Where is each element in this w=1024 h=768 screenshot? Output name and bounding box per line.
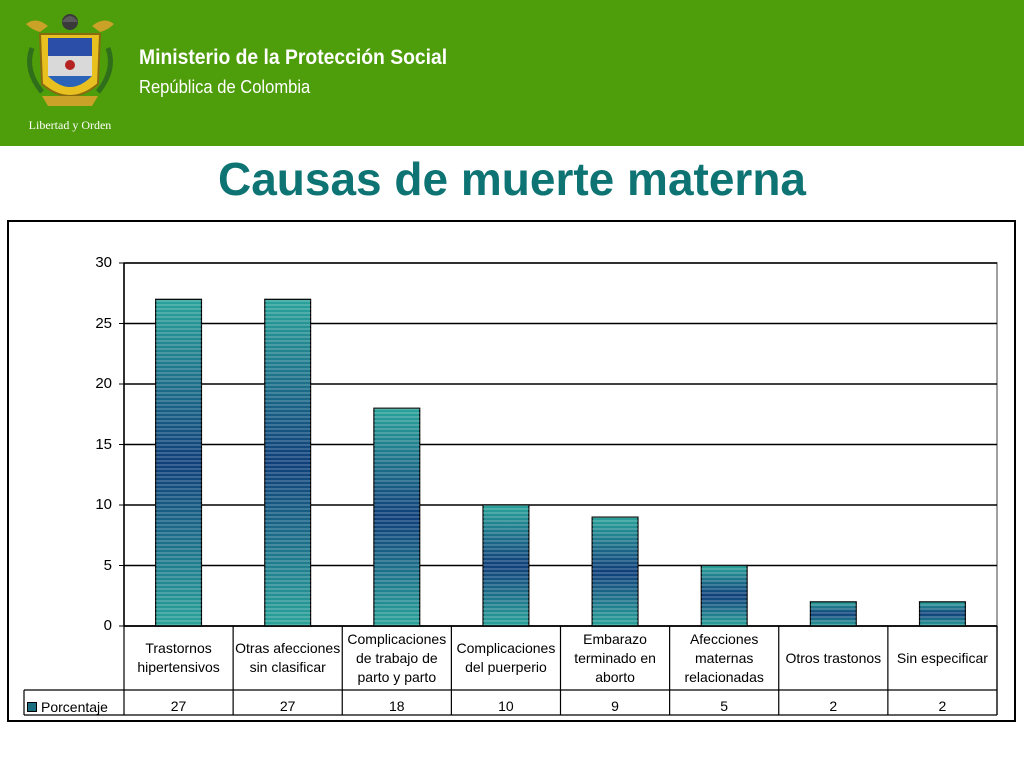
- logo-motto: Libertad y Orden: [29, 118, 112, 132]
- x-category-label: Otros trastonos: [785, 649, 882, 666]
- y-tick-label: 15: [95, 435, 112, 453]
- bar-texture: [701, 565, 748, 626]
- coat-of-arms-logo: Libertad y Orden: [26, 14, 114, 132]
- data-table-value: 5: [720, 698, 729, 714]
- data-table-value: 27: [279, 698, 296, 714]
- ministry-name: Ministerio de la Protección Social: [139, 46, 448, 69]
- bar-texture: [810, 601, 857, 626]
- y-tick-label: 5: [103, 556, 112, 574]
- bar-texture: [919, 601, 966, 626]
- x-category-label: Otras afecciones sin clasificar: [235, 640, 341, 675]
- bar-texture: [155, 299, 202, 626]
- x-category-label: Afecciones maternas relacionadas: [684, 630, 764, 685]
- data-table-value: 18: [389, 698, 405, 714]
- x-category-label: Sin especificar: [896, 649, 988, 666]
- data-table-value: 2: [938, 698, 947, 714]
- y-tick-label: 10: [95, 496, 112, 513]
- bar-texture: [264, 299, 311, 626]
- legend-entry: Porcentaje: [27, 698, 108, 716]
- bar-texture: [592, 517, 638, 626]
- y-tick-label: 25: [95, 314, 112, 332]
- x-category-label: Complicaciones de trabajo de parto y par…: [347, 630, 447, 685]
- data-table-value: 27: [170, 698, 187, 714]
- data-table-value: 10: [498, 698, 514, 714]
- data-table-value: 9: [611, 698, 619, 714]
- y-tick-label: 20: [95, 375, 112, 392]
- bar-texture: [373, 408, 420, 626]
- bar-texture: [483, 505, 529, 626]
- x-category-label: Trastornos hipertensivos: [137, 640, 220, 675]
- legend-swatch: [27, 702, 37, 712]
- page-title: Causas de muerte materna: [217, 153, 807, 205]
- y-tick-label: 0: [103, 617, 112, 634]
- x-category-label: Embarazo terminado en aborto: [574, 630, 656, 685]
- x-category-label: Complicaciones del puerperio: [456, 640, 556, 675]
- legend-label: Porcentaje: [41, 699, 108, 715]
- y-tick-label: 30: [95, 254, 112, 271]
- country-name: República de Colombia: [139, 77, 311, 97]
- data-table-value: 2: [829, 698, 838, 714]
- header-banner: Libertad y Orden Ministerio de la Protec…: [0, 0, 1024, 146]
